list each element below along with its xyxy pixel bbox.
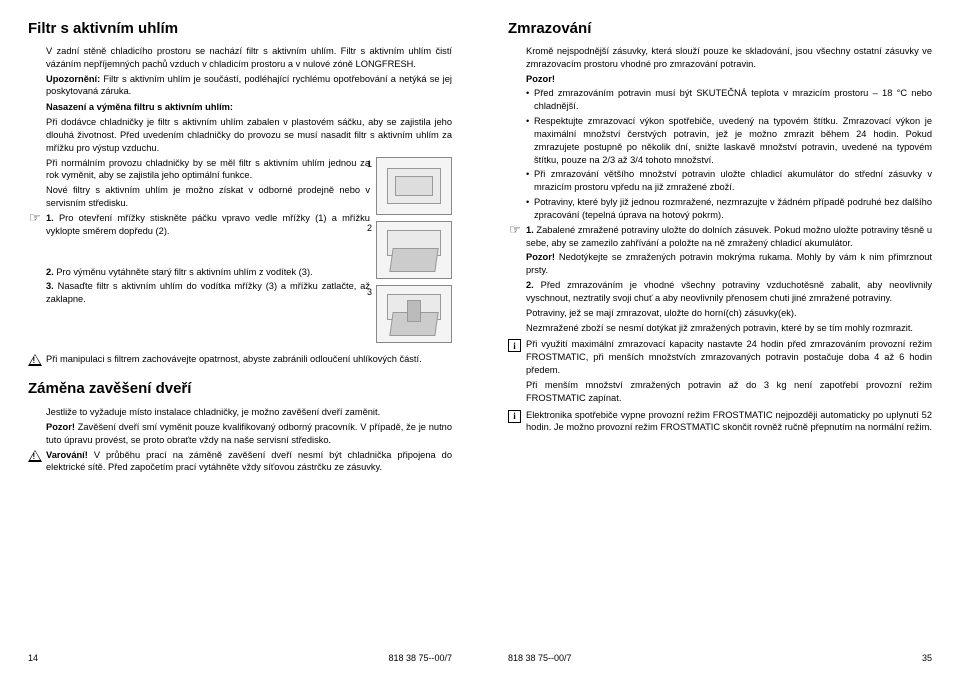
left-footer: 14 818 38 75--00/7 (28, 647, 452, 663)
notice-text: Filtr s aktivním uhlím je součástí, podl… (46, 74, 452, 97)
door1: Jestliže to vyžaduje místo instalace chl… (28, 406, 452, 419)
right-n2: 2. Před zmrazováním je vhodné všechny po… (508, 279, 932, 305)
hand-icon-2: ☞ (508, 224, 522, 236)
right-info2: i Elektronika spotřebiče vypne provozní … (508, 409, 932, 435)
fig1-label: 1 (367, 158, 372, 170)
right-page-num: 35 (922, 653, 932, 663)
rb2: Respektujte zmrazovací výkon spotřebiče,… (508, 115, 932, 166)
info1b: Při menším množství zmražených potravin … (508, 379, 932, 405)
rb1: Před zmrazováním potravin musí být SKUTE… (508, 87, 932, 113)
fig-wrap: 1 2 3 Při normálním provozu chladničky b… (28, 157, 452, 349)
num2: 2. (46, 267, 54, 277)
rnum1: 1. (526, 225, 534, 235)
info1-text: Při využití maximální zmrazovací kapacit… (526, 339, 932, 375)
door-pozor: Pozor! Zavěšení dveří smí vyměnit pouze … (28, 421, 452, 447)
left-step1: ☞ 1. Pro otevření mřížky stiskněte páčku… (28, 212, 452, 238)
page-left: Filtr s aktivním uhlím V zadní stěně chl… (0, 0, 480, 677)
figure-3: 3 (376, 285, 452, 343)
left-p2: Při dodávce chladničky je filtr s aktivn… (28, 116, 452, 154)
right-n1: ☞ 1. Zabalené zmražené potraviny uložte … (508, 224, 932, 250)
n2b: Potraviny, jež se mají zmrazovat, uložte… (508, 307, 932, 320)
door-pozor-text: Zavěšení dveří smí vyměnit pouze kvalifi… (46, 422, 452, 445)
n1-pozor-label: Pozor! (526, 252, 555, 262)
left-title: Filtr s aktivním uhlím (28, 20, 452, 37)
info-icon: i (508, 339, 521, 352)
left-content: V zadní stěně chladicího prostoru se nac… (28, 45, 452, 647)
right-p1: Kromě nejspodnější zásuvky, která slouží… (508, 45, 932, 71)
left-sub-bold: Nasazení a výměna filtru s aktivním uhlí… (28, 101, 452, 114)
n2c: Nezmražené zboží se nesmí dotýkat již zm… (508, 322, 932, 335)
rb3: Při zmrazování většího množství potravin… (508, 168, 932, 194)
num3: 3. (46, 281, 54, 291)
right-footer: 818 38 75--00/7 35 (508, 647, 932, 663)
left-h2: Záměna zavěšení dveří (28, 379, 452, 400)
warn-mark-2: ! (33, 451, 36, 462)
n2-text: Před zmrazováním je vhodné všechny potra… (526, 280, 932, 303)
right-info1: i Při využití maximální zmrazovací kapac… (508, 338, 932, 376)
door-pozor-label: Pozor! (46, 422, 75, 432)
door-var-label: Varování! (46, 450, 88, 460)
rnum2: 2. (526, 280, 534, 290)
right-content: Kromě nejspodnější zásuvky, která slouží… (508, 45, 932, 647)
figure-1: 1 (376, 157, 452, 215)
right-footer-code: 818 38 75--00/7 (508, 653, 572, 663)
right-title: Zmrazování (508, 20, 932, 37)
hand-icon: ☞ (28, 212, 42, 224)
caution-text: Při manipulaci s filtrem zachovávejte op… (46, 354, 422, 364)
n1-pozor-text: Nedotýkejte se zmražených potravin mokrý… (526, 252, 932, 275)
n1-pozor: Pozor! Nedotýkejte se zmražených potravi… (508, 251, 932, 277)
left-notice: Upozornění: Filtr s aktivním uhlím je so… (28, 73, 452, 99)
info2-text: Elektronika spotřebiče vypne provozní re… (526, 410, 932, 433)
rb4: Potraviny, které byly již jednou rozmraž… (508, 196, 932, 222)
warn-mark: ! (33, 355, 36, 366)
left-caution: ! Při manipulaci s filtrem zachovávejte … (28, 353, 452, 366)
step1-text: Pro otevření mřížky stiskněte páčku vpra… (46, 213, 370, 236)
info-icon-2: i (508, 410, 521, 423)
num1: 1. (46, 213, 54, 223)
figure-stack: 1 2 3 (376, 157, 452, 349)
n1-text: Zabalené zmražené potraviny uložte do do… (526, 225, 932, 248)
door-var: ! Varování! V průběhu prací na záměně za… (28, 449, 452, 475)
left-page-num: 14 (28, 653, 38, 663)
left-footer-code: 818 38 75--00/7 (388, 653, 452, 663)
door-var-text: V průběhu prací na záměně zavěšení dveří… (46, 450, 452, 473)
step2-text: Pro výměnu vytáhněte starý filtr s aktiv… (56, 267, 312, 277)
step3-text: Nasaďte filtr s aktivním uhlím do vodítk… (46, 281, 370, 304)
notice-label: Upozornění: (46, 74, 100, 84)
right-pozor: Pozor! (508, 73, 932, 86)
fig3-label: 3 (367, 286, 372, 298)
page-right: Zmrazování Kromě nejspodnější zásuvky, k… (480, 0, 960, 677)
left-p1: V zadní stěně chladicího prostoru se nac… (28, 45, 452, 71)
